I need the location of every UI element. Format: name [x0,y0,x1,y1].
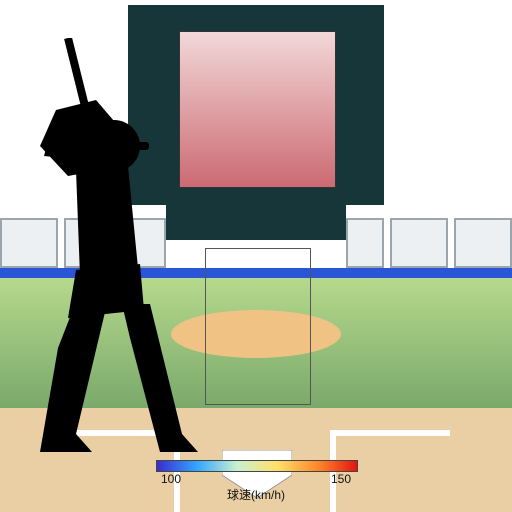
speed-legend: 100 150 球速(km/h) [156,460,356,503]
batter-box-line [330,430,450,436]
legend-color-bar [156,460,358,472]
batter-silhouette [10,38,210,458]
legend-label: 球速(km/h) [156,486,356,503]
stand-section [390,218,448,268]
stand-section [454,218,512,268]
legend-ticks: 100 150 [156,472,356,486]
pitch-location-chart: 100 150 球速(km/h) [0,0,512,512]
stand-section [346,218,384,268]
strike-zone [205,248,311,405]
legend-tick: 150 [331,472,351,486]
legend-tick: 100 [161,472,181,486]
